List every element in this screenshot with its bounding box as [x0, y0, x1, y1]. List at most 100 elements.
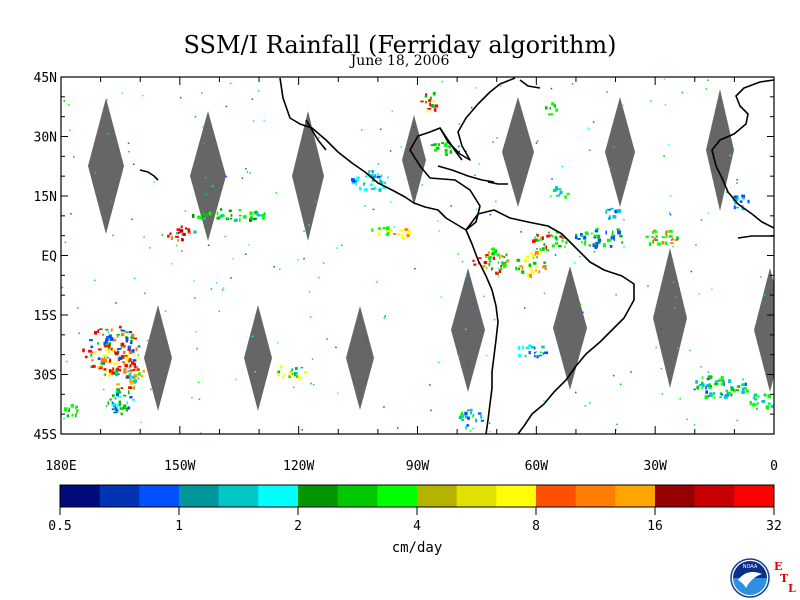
rain-pixel	[579, 303, 582, 305]
rain-pixel	[241, 177, 244, 179]
colorbar-swatch	[456, 485, 497, 507]
rain-pixel	[504, 263, 507, 267]
rain-pixel	[596, 234, 601, 239]
rain-pixel	[105, 405, 108, 407]
rain-pixel	[541, 247, 545, 251]
colorbar-label: 8	[532, 519, 540, 534]
rain-pixel	[537, 252, 542, 256]
rain-pixel	[720, 375, 724, 380]
rain-pixel	[204, 213, 209, 217]
rain-pixel	[225, 105, 228, 108]
rain-pixel	[736, 419, 738, 422]
rain-pixel	[175, 235, 179, 238]
colorbar-swatch	[496, 485, 537, 507]
rain-pixel	[616, 209, 621, 213]
rain-pixel	[128, 386, 133, 389]
rain-pixel	[472, 303, 474, 305]
rain-pixel	[559, 235, 563, 238]
rain-pixel	[472, 413, 475, 416]
rain-pixel	[245, 253, 247, 255]
rain-pixel	[123, 404, 127, 409]
rain-pixel	[420, 100, 424, 103]
rain-pixel	[581, 241, 583, 244]
rain-pixel	[492, 256, 495, 260]
rain-pixel	[78, 332, 80, 335]
rain-pixel	[109, 337, 113, 341]
rain-pixel	[562, 236, 565, 239]
rain-pixel	[128, 373, 132, 377]
rain-pixel	[200, 432, 202, 434]
rain-pixel	[133, 368, 136, 371]
rain-pixel	[303, 371, 308, 374]
lat-label: 15N	[34, 190, 57, 205]
rain-pixel	[717, 379, 721, 382]
rain-pixel	[114, 349, 118, 352]
rain-pixel	[535, 251, 539, 255]
rain-pixel	[292, 372, 295, 375]
rain-pixel	[245, 168, 247, 170]
rain-pixel	[229, 217, 233, 220]
rain-pixel	[541, 345, 545, 349]
rain-pixel	[391, 110, 393, 113]
rain-pixel	[672, 245, 674, 248]
rain-pixel	[700, 219, 703, 221]
rain-pixel	[449, 146, 451, 149]
rain-pixel	[532, 239, 536, 243]
rain-pixel	[336, 247, 338, 249]
rain-pixel	[742, 197, 745, 200]
rain-pixel	[650, 100, 652, 102]
rain-pixel	[127, 142, 130, 144]
rain-pixel	[440, 296, 443, 298]
rain-pixel	[623, 246, 625, 248]
colorbar-swatch	[298, 485, 339, 507]
rain-pixel	[127, 406, 131, 410]
rain-pixel	[478, 257, 482, 259]
rain-pixel	[741, 390, 745, 394]
rain-pixel	[435, 146, 440, 150]
rain-pixel	[661, 241, 665, 245]
rain-pixel	[112, 408, 116, 411]
rain-pixel	[361, 129, 363, 131]
rain-pixel	[364, 188, 368, 192]
rain-pixel	[563, 246, 566, 248]
rain-pixel	[517, 346, 521, 350]
rain-pixel	[549, 107, 552, 110]
rain-pixel	[132, 363, 136, 366]
rain-pixel	[179, 96, 182, 99]
rain-pixel	[169, 232, 172, 235]
rain-pixel	[110, 373, 113, 375]
rain-pixel	[378, 188, 382, 192]
rain-pixel	[550, 195, 552, 197]
rain-pixel	[686, 418, 688, 421]
rain-pixel	[571, 83, 574, 85]
rain-pixel	[650, 236, 654, 238]
rain-pixel	[611, 233, 614, 235]
rain-pixel	[107, 331, 110, 333]
rain-pixel	[755, 407, 758, 410]
rain-pixel	[170, 236, 174, 240]
rain-pixel	[763, 294, 766, 296]
rain-pixel	[114, 349, 118, 354]
rain-pixel	[115, 351, 119, 356]
rain-pixel	[90, 353, 93, 357]
colorbar-swatch	[179, 485, 220, 507]
rain-pixel	[466, 424, 470, 427]
rain-pixel	[669, 212, 671, 214]
rain-pixel	[210, 288, 213, 290]
rain-pixel	[99, 365, 103, 369]
rain-pixel	[138, 345, 141, 348]
rain-pixel	[501, 255, 504, 258]
rain-pixel	[733, 388, 736, 393]
rain-pixel	[122, 345, 126, 348]
rain-pixel	[566, 192, 570, 195]
rain-pixel	[263, 212, 266, 215]
colorbar-swatch	[734, 485, 775, 507]
rain-pixel	[66, 360, 68, 363]
rain-pixel	[495, 200, 497, 203]
rain-pixel	[491, 267, 493, 271]
rain-pixel	[603, 243, 606, 248]
rain-pixel	[75, 405, 78, 409]
rain-pixel	[377, 173, 379, 176]
rain-pixel	[427, 107, 432, 110]
rain-pixel	[105, 340, 108, 344]
